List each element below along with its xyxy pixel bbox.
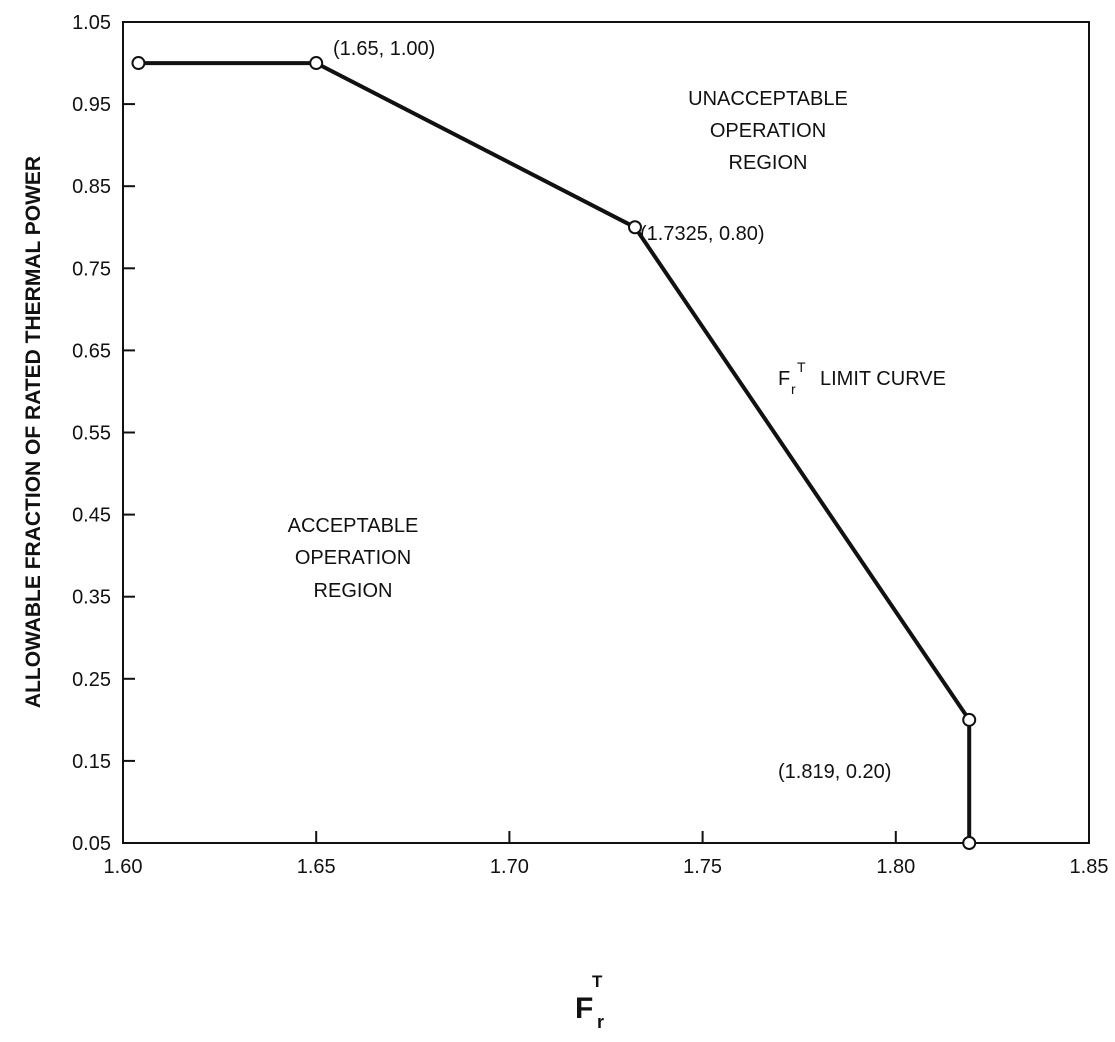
y-tick-label: 0.15 (72, 751, 111, 773)
svg-text:UNACCEPTABLE: UNACCEPTABLE (688, 88, 848, 110)
svg-text:OPERATION: OPERATION (710, 120, 826, 142)
y-tick-label: 0.25 (72, 669, 111, 691)
svg-text:ACCEPTABLE: ACCEPTABLE (288, 515, 419, 537)
x-tick-label: 1.70 (490, 856, 529, 878)
data-point (962, 836, 977, 850)
x-tick-label: 1.85 (1070, 856, 1109, 878)
plot-frame (122, 21, 1090, 844)
svg-text:r: r (597, 1012, 604, 1032)
y-axis-ticks: 0.05 0.15 0.25 0.35 0.45 0.55 0.65 0.75 0.85 0.95… (72, 12, 135, 855)
x-tick-label: 1.80 (876, 856, 915, 878)
data-point (309, 56, 324, 71)
data-point (962, 712, 977, 727)
y-tick-label: 0.35 (72, 587, 111, 609)
point-label-2: (1.7325, 0.80) (640, 223, 765, 245)
x-tick-label: 1.60 (104, 856, 143, 878)
svg-text:REGION: REGION (729, 152, 808, 174)
svg-text:OPERATION: OPERATION (295, 547, 411, 569)
y-tick-label: 0.95 (72, 94, 111, 116)
svg-text:T: T (592, 972, 603, 991)
point-label-1: (1.65, 1.00) (333, 38, 435, 60)
y-axis-title: ALLOWABLE FRACTION OF RATED THERMAL POWE… (22, 156, 45, 708)
svg-text:REGION: REGION (314, 580, 393, 602)
y-tick-label: 0.75 (72, 258, 111, 280)
x-axis-title: F r T (575, 972, 604, 1032)
y-tick-label: 0.55 (72, 423, 111, 445)
point-label-3: (1.819, 0.20) (778, 761, 891, 783)
data-point (627, 220, 642, 235)
limit-curve-line (138, 61, 972, 843)
limit-curve-label: F r T LIMIT CURVE (778, 359, 946, 397)
x-axis-ticks: 1.60 1.65 1.70 1.75 1.80 1.85 (104, 831, 1109, 878)
y-tick-label: 0.45 (72, 505, 111, 527)
svg-text:LIMIT CURVE: LIMIT CURVE (820, 368, 946, 390)
svg-text:r: r (791, 381, 796, 397)
x-tick-label: 1.75 (683, 856, 722, 878)
acceptable-region-label: ACCEPTABLE OPERATION REGION (288, 515, 419, 602)
y-tick-label: 0.85 (72, 176, 111, 198)
svg-text:F: F (575, 992, 593, 1025)
x-tick-label: 1.65 (297, 856, 336, 878)
y-tick-label: 0.05 (72, 833, 111, 855)
svg-text:F: F (778, 368, 790, 390)
y-tick-label: 1.05 (72, 12, 111, 34)
svg-text:T: T (797, 359, 806, 375)
data-point-markers (131, 56, 977, 850)
data-point (131, 56, 146, 71)
y-tick-label: 0.65 (72, 340, 111, 362)
unacceptable-region-label: UNACCEPTABLE OPERATION REGION (688, 88, 848, 174)
